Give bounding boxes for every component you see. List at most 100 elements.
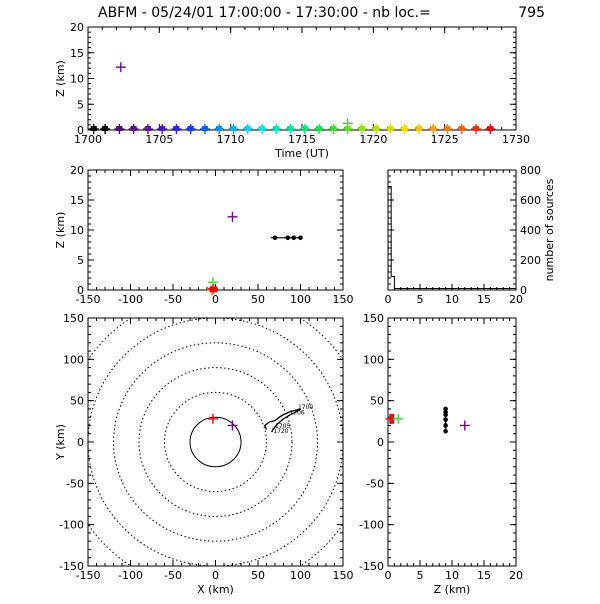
- x_height-ylabel: Z (km): [54, 212, 67, 249]
- time-height-baseline-block: [301, 126, 308, 131]
- x_height-xtick-label: -50: [164, 293, 182, 306]
- x-height-dot: [291, 235, 297, 241]
- time-height-baseline-block: [230, 126, 237, 131]
- location-count: 795: [518, 5, 545, 21]
- x_height-ytick-label: 15: [70, 194, 84, 207]
- range-ring: [138, 367, 293, 517]
- histogram-xtick-label: 20: [509, 293, 523, 306]
- plan_view-ytick-label: -150: [59, 560, 84, 573]
- range-ring: [164, 391, 267, 493]
- z_y-xtick-label: 0: [385, 569, 392, 582]
- plan_view-ytick-label: 50: [70, 395, 84, 408]
- time-height-baseline-block: [259, 126, 266, 131]
- time-height-baseline-block: [287, 126, 294, 131]
- plan_view-xtick-label: 50: [251, 569, 265, 582]
- time_height-ytick-label: 10: [70, 73, 84, 86]
- time-height-baseline-block: [130, 126, 137, 131]
- x_height-frame: [87, 169, 344, 291]
- range-ring: [88, 318, 343, 566]
- z_y-ytick-label: 0: [377, 436, 384, 449]
- z_y-ytick-label: 100: [363, 353, 384, 366]
- time-height-baseline-block: [216, 126, 223, 131]
- z_y-ytick-label: 50: [370, 395, 384, 408]
- time-height-baseline-block: [358, 126, 365, 131]
- x-height-dot: [272, 235, 278, 241]
- time_height-xtick-label: 1725: [431, 133, 459, 146]
- histogram-ytick-label: 600: [520, 194, 541, 207]
- time_height-xtick-label: 1730: [502, 133, 530, 146]
- time-height-baseline-block: [273, 126, 280, 131]
- plan_view-xtick-label: -50: [164, 569, 182, 582]
- histogram-xtick-label: 0: [385, 293, 392, 306]
- track-time-label: 1700: [298, 404, 313, 411]
- track-time-label: 1705: [275, 423, 290, 430]
- time-height-baseline-block: [430, 126, 437, 131]
- figure-title: ABFM - 05/24/01 17:00:00 - 17:30:00 - nb…: [98, 5, 431, 21]
- time-height-baseline-block: [244, 126, 251, 131]
- time-height-baseline-block: [316, 126, 323, 131]
- histogram-ytick-label: 400: [520, 224, 541, 237]
- zy-dot: [443, 428, 448, 434]
- z_y-axes: 0 5 10 15 20 -150 -100 -50 0 50 100 150 Z (km): [359, 312, 523, 596]
- time_height-ylabel: Z (km): [54, 60, 67, 97]
- time-height-baseline-block: [187, 126, 194, 131]
- time-height-baseline-block: [373, 126, 380, 131]
- z_y-frame: [387, 317, 517, 567]
- plan_view-xtick-label: -100: [118, 569, 143, 582]
- x_height-xtick-label: 150: [333, 293, 354, 306]
- time-height-baseline-block: [487, 126, 494, 131]
- time-height-baseline-block: [173, 126, 180, 131]
- time-height-baseline-block: [330, 126, 337, 131]
- time-height-baseline-block: [458, 126, 465, 131]
- x_height-ytick-label: 0: [77, 284, 84, 297]
- z_y-ytick-label: 150: [363, 312, 384, 325]
- time-height-baseline-block: [415, 126, 422, 131]
- z_y-xlabel: Z (km): [434, 583, 471, 596]
- z_y-xtick-label: 15: [477, 569, 491, 582]
- storm-track: [264, 408, 301, 433]
- z_y-ytick-label: -50: [366, 477, 384, 490]
- time-height-baseline-block: [444, 126, 451, 131]
- plan_view-xtick-label: 100: [290, 569, 311, 582]
- x_height-xtick-label: -100: [118, 293, 143, 306]
- plan_view-xtick-label: 0: [212, 569, 219, 582]
- time-height-baseline-block: [159, 126, 166, 131]
- z_y-ytick-label: -150: [359, 560, 384, 573]
- histogram-frame: [387, 169, 517, 291]
- time_height-ytick-label: 0: [77, 124, 84, 137]
- time-height-baseline-block: [144, 126, 151, 131]
- x-height-dot: [285, 235, 291, 241]
- time-height-baseline-block: [344, 126, 351, 131]
- histogram-ytick-label: 200: [520, 254, 541, 267]
- time-height-baseline-block: [116, 126, 123, 131]
- x_height-axes: -150 -100 -50 0 50 100 150 0 5 10 15 20 Z (km): [54, 164, 354, 306]
- time-height-baseline-block: [90, 126, 97, 131]
- time_height-ytick-label: 5: [77, 98, 84, 111]
- time_height-xtick-label: 1710: [217, 133, 245, 146]
- x_height-xtick-label: -150: [76, 293, 101, 306]
- time-height-baseline-block: [201, 126, 208, 131]
- range-rings: [88, 318, 343, 566]
- x_height-ytick-label: 5: [77, 254, 84, 267]
- track-time-label: 1706: [289, 410, 304, 417]
- plan_view-ytick-label: 0: [77, 436, 84, 449]
- time_height-xtick-label: 1720: [359, 133, 387, 146]
- time-height-baseline-block: [473, 126, 480, 131]
- plan_view-axes: -150 -100 -50 0 50 100 150 -150 -100 -50 0 50 100 150…: [54, 312, 354, 596]
- time-height-baseline-block: [401, 126, 408, 131]
- range-ring: [113, 342, 318, 542]
- range-ring: [189, 416, 242, 468]
- histogram-step: [387, 186, 517, 290]
- histogram-ytick-label: 800: [520, 164, 541, 177]
- time-height-baseline-block: [387, 126, 394, 131]
- histogram-xtick-label: 10: [445, 293, 459, 306]
- track-time-label: 1720: [273, 428, 288, 435]
- histogram-xtick-label: 15: [477, 293, 491, 306]
- plan_view-ytick-label: -100: [59, 519, 84, 532]
- plan_view-xtick-label: 150: [333, 569, 354, 582]
- z_y-ytick-label: -100: [359, 519, 384, 532]
- z_y-xtick-label: 5: [417, 569, 424, 582]
